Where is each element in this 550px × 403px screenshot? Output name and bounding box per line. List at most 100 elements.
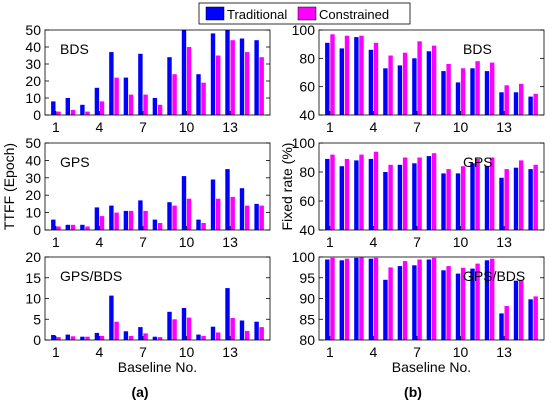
bar-traditional-3	[354, 37, 359, 115]
y-tick-label: 95	[299, 270, 315, 286]
bar-constrained-4	[99, 216, 105, 230]
bar-constrained-1	[56, 226, 61, 230]
bar-traditional-2	[65, 98, 70, 115]
bar-traditional-13	[499, 177, 504, 230]
bar-constrained-2	[344, 258, 350, 340]
bar-traditional-2	[339, 48, 344, 115]
bar-constrained-3	[359, 35, 364, 116]
x-tick-label: 1	[52, 234, 60, 250]
bar-traditional-15	[528, 169, 533, 230]
bar-constrained-9	[172, 205, 177, 230]
bar-constrained-3	[359, 257, 364, 340]
bar-constrained-11	[201, 335, 206, 340]
bar-traditional-5	[109, 295, 114, 340]
bar-traditional-13	[225, 30, 230, 115]
bar-traditional-6	[123, 331, 129, 340]
y-tick-label: 40	[25, 152, 41, 168]
bar-constrained-6	[128, 94, 134, 115]
bar-constrained-2	[344, 35, 350, 116]
bar-constrained-12	[490, 62, 495, 115]
bar-constrained-10	[186, 47, 192, 115]
panel-title: BDS	[463, 41, 492, 57]
x-tick-label: 7	[139, 234, 147, 250]
bar-traditional-3	[354, 257, 359, 340]
bar-constrained-7	[143, 333, 148, 340]
x-tick-label: 10	[453, 234, 469, 250]
x-tick-label: 13	[222, 119, 238, 135]
y-tick-label: 80	[299, 164, 315, 180]
x-tick-label: 10	[179, 344, 195, 360]
x-tick-label: 13	[496, 234, 512, 250]
x-axis-label: Baseline No.	[392, 359, 471, 375]
legend-swatch-constrained	[297, 6, 317, 21]
bar-constrained-10	[460, 267, 466, 340]
bar-traditional-8	[152, 219, 158, 230]
bar-traditional-11	[196, 219, 201, 230]
bar-traditional-4	[368, 258, 374, 340]
bar-constrained-2	[70, 336, 76, 340]
bar-constrained-13	[504, 306, 509, 340]
bar-traditional-1	[325, 42, 330, 116]
bar-constrained-2	[344, 158, 350, 230]
chart-panel-a-3: 0 5 10 15 20 1 4 7 10 13 GPS/BDS Baseline No.	[25, 249, 271, 375]
bar-traditional-10	[455, 273, 461, 340]
bar-traditional-6	[397, 164, 403, 231]
bar-constrained-15	[259, 327, 264, 340]
x-tick-label: 4	[370, 234, 378, 250]
bar-constrained-6	[402, 52, 408, 115]
bar-constrained-2	[70, 109, 76, 115]
bar-constrained-11	[475, 263, 480, 340]
bar-constrained-3	[85, 336, 90, 340]
bar-traditional-14	[239, 320, 245, 340]
bar-traditional-13	[225, 169, 230, 230]
y-tick-label: 20	[25, 187, 41, 203]
bar-constrained-8	[157, 223, 163, 230]
bar-constrained-8	[157, 104, 163, 115]
bar-constrained-5	[388, 55, 393, 115]
y-axis-label: Fixed rate (%)	[279, 143, 295, 231]
bar-traditional-8	[426, 259, 432, 340]
bar-constrained-15	[259, 57, 264, 115]
bar-traditional-4	[94, 87, 100, 115]
figure-label-b: (b)	[404, 384, 422, 400]
bar-traditional-7	[138, 200, 143, 230]
legend-label-traditional: Traditional	[227, 7, 287, 22]
bar-constrained-7	[417, 157, 422, 230]
x-tick-label: 13	[222, 234, 238, 250]
bar-constrained-6	[402, 157, 408, 230]
bar-constrained-15	[533, 164, 538, 231]
x-tick-label: 4	[96, 344, 104, 360]
panel-title: GPS	[463, 154, 493, 170]
bar-traditional-9	[167, 57, 172, 115]
x-tick-label: 1	[52, 344, 60, 360]
bar-traditional-2	[65, 224, 70, 230]
axes-frame	[318, 142, 545, 231]
bar-constrained-10	[460, 166, 466, 230]
bar-traditional-9	[167, 311, 172, 340]
bar-traditional-14	[239, 38, 245, 115]
y-tick-label: 85	[299, 311, 315, 327]
bar-constrained-1	[330, 154, 335, 230]
bar-traditional-5	[383, 68, 388, 116]
bar-constrained-5	[388, 164, 393, 231]
y-axis-label: TTFF (Epoch)	[1, 143, 17, 230]
bar-traditional-14	[513, 280, 519, 340]
bar-traditional-10	[181, 30, 187, 115]
chart-panel-b-2: 40 60 80 100 1 4 7 10 13 GPS Fixed rate (%)	[279, 135, 545, 250]
x-tick-label: 7	[413, 344, 421, 360]
bar-traditional-8	[152, 336, 158, 340]
bar-constrained-13	[504, 85, 509, 116]
bar-traditional-10	[181, 176, 187, 230]
axes-frame	[44, 29, 271, 116]
bar-traditional-13	[499, 313, 504, 340]
bar-traditional-5	[383, 172, 388, 230]
x-tick-label: 1	[326, 119, 334, 135]
bar-constrained-9	[172, 319, 177, 341]
bar-traditional-6	[123, 210, 129, 230]
x-tick-label: 10	[453, 344, 469, 360]
y-tick-label: 50	[25, 22, 41, 38]
y-tick-label: 20	[25, 249, 41, 265]
bar-constrained-11	[201, 82, 206, 115]
